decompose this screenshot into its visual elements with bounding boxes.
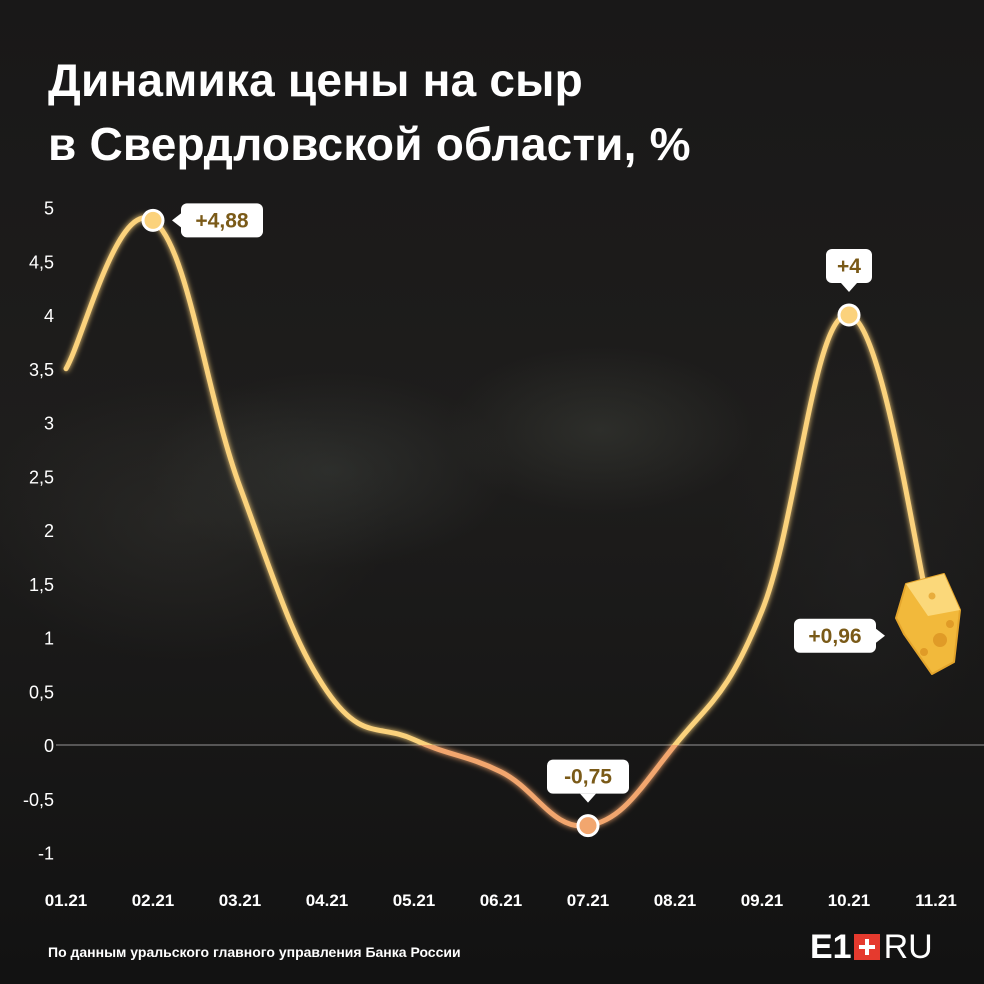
- data-label-callout: +0,96: [794, 618, 885, 653]
- x-tick-label: 10.21: [828, 891, 871, 910]
- data-point-marker: [837, 303, 861, 327]
- data-label: +0,96: [808, 625, 861, 648]
- data-label-callout: -0,75: [547, 759, 629, 803]
- x-tick-label: 03.21: [219, 891, 262, 910]
- y-tick-label: 0,5: [29, 682, 54, 702]
- y-tick-label: 3: [44, 414, 54, 434]
- y-tick-label: 2: [44, 521, 54, 541]
- data-label-pointer: [580, 793, 596, 803]
- data-label-box: [181, 203, 263, 238]
- series-line-positive: [63, 215, 939, 745]
- data-label-box: [794, 618, 876, 653]
- y-tick-label: 1: [44, 629, 54, 649]
- data-label-pointer: [841, 283, 857, 292]
- data-label-box: [547, 759, 629, 794]
- data-point-marker: [576, 814, 600, 838]
- series-line: [63, 215, 939, 829]
- x-tick-label: 11.21: [915, 891, 957, 910]
- x-axis: 01.21 02.21 03.21 04.21 05.21 06.21 07.21 08.21…: [45, 891, 957, 910]
- x-tick-label: 04.21: [306, 891, 349, 910]
- y-tick-label: 0: [44, 736, 54, 756]
- data-label: +4,88: [195, 209, 248, 232]
- data-label-pointer: [172, 213, 181, 228]
- y-tick-label: 5: [44, 199, 54, 219]
- x-tick-label: 08.21: [654, 891, 697, 910]
- x-tick-label: 02.21: [132, 891, 175, 910]
- logo-text-ru: RU: [883, 928, 933, 966]
- title-line-1: Динамика цены на сыр: [48, 54, 583, 106]
- data-label: -0,75: [564, 766, 612, 789]
- y-tick-label: 1,5: [29, 575, 54, 595]
- x-tick-label: 07.21: [567, 891, 610, 910]
- data-point-marker: [141, 208, 165, 232]
- e1-logo[interactable]: E1 RU: [810, 930, 933, 964]
- chart-title: Динамика цены на сыр в Свердловской обла…: [48, 48, 691, 176]
- data-labels: +4,88 -0,75 +4 +0,96: [172, 203, 885, 803]
- logo-text-e1: E1: [810, 928, 852, 966]
- y-tick-label: 4,5: [29, 252, 54, 272]
- data-label-callout: +4: [826, 249, 872, 292]
- x-tick-label: 06.21: [480, 891, 523, 910]
- data-label-callout: +4,88: [172, 203, 263, 238]
- plus-icon: [853, 934, 880, 960]
- cheese-icon: [895, 573, 961, 675]
- y-tick-label: -0,5: [23, 790, 54, 810]
- data-label: +4: [837, 255, 861, 278]
- y-tick-label: -1: [38, 844, 54, 864]
- title-line-2: в Свердловской области, %: [48, 118, 691, 170]
- source-note: По данным уральского главного управления…: [48, 944, 461, 960]
- x-tick-label: 05.21: [393, 891, 436, 910]
- data-label-pointer: [876, 628, 885, 643]
- y-tick-label: 2,5: [29, 467, 54, 487]
- y-tick-label: 3,5: [29, 360, 54, 380]
- y-axis: -1 -0,5 0 0,5 1 1,5 2 2,5 3 3,5 4 4,5 5: [23, 199, 54, 864]
- series-line-negative: [420, 745, 679, 829]
- data-points: [141, 208, 861, 838]
- y-tick-label: 4: [44, 306, 54, 326]
- x-tick-label: 09.21: [741, 891, 784, 910]
- data-label-box: [826, 249, 872, 283]
- x-tick-label: 01.21: [45, 891, 88, 910]
